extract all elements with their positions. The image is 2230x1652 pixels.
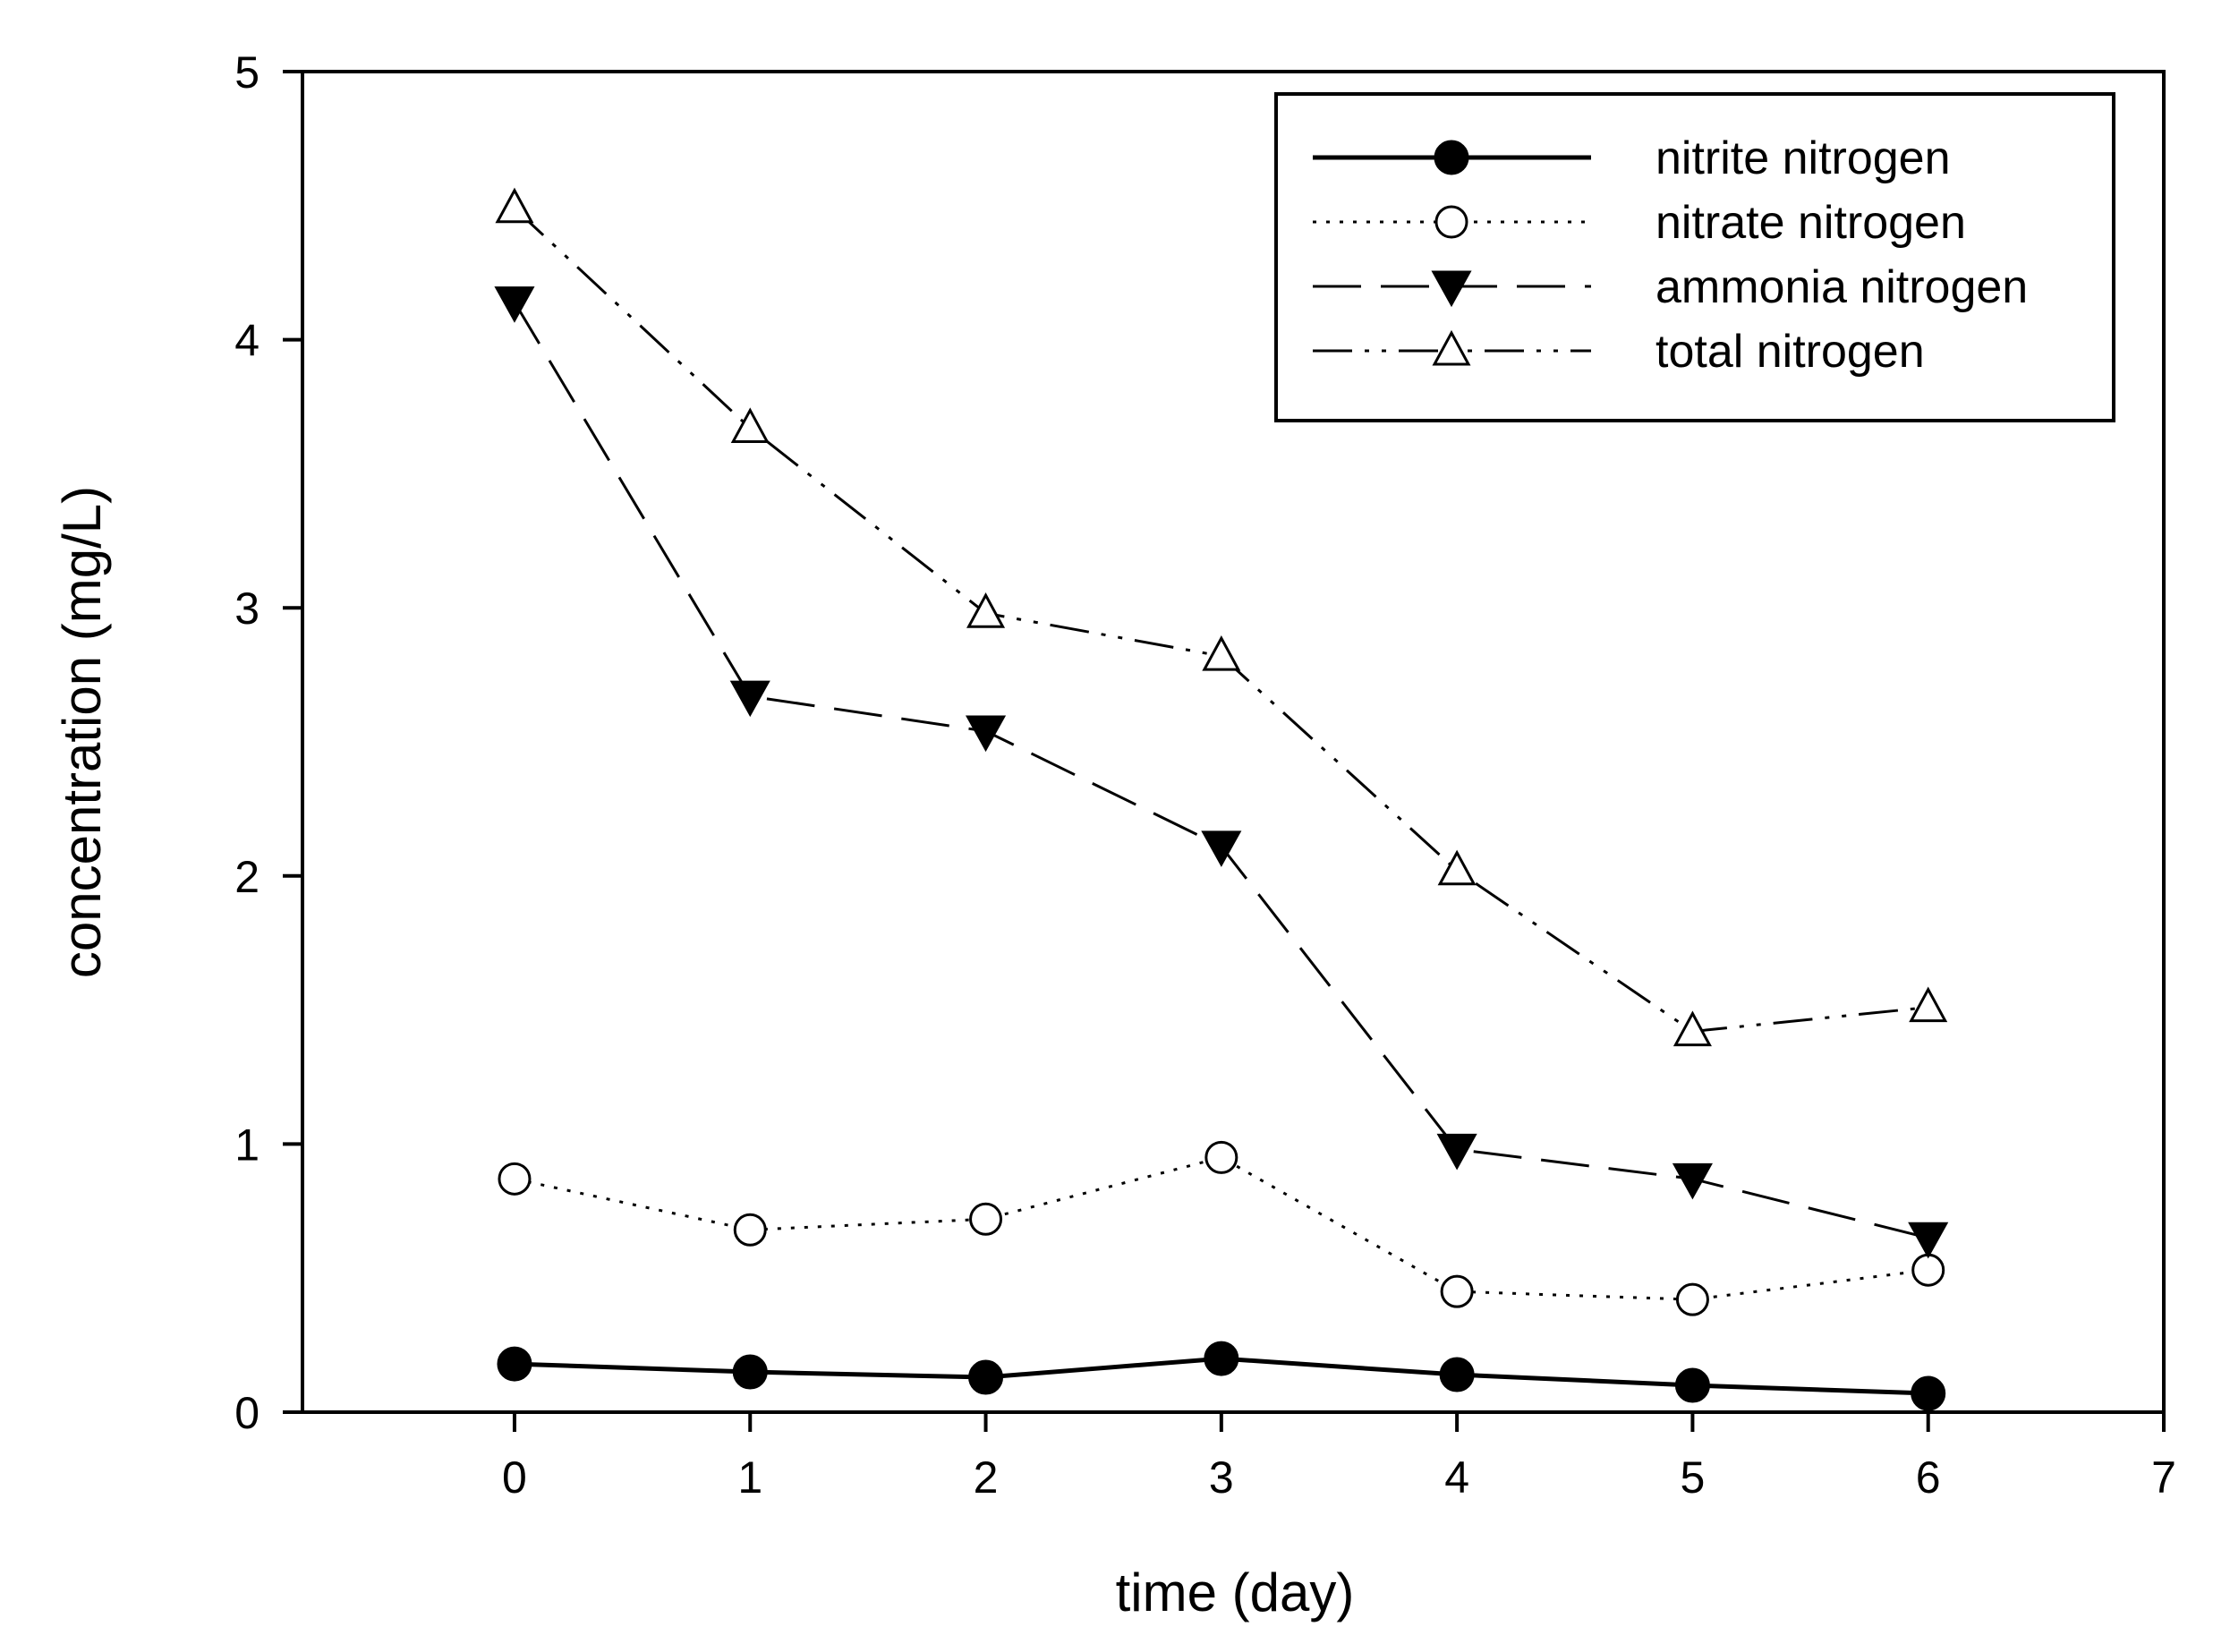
legend-label: ammonia nitrogen [1655, 261, 2028, 313]
ammonia-nitrogen-point [729, 680, 770, 718]
legend-item-nitrate-nitrogen: nitrate nitrogen [1313, 197, 1966, 249]
legend-item-ammonia-nitrogen: ammonia nitrogen [1313, 261, 2028, 313]
y-tick-label: 0 [234, 1388, 260, 1438]
nitrate-nitrogen-point [969, 1202, 1003, 1236]
legend-marker [1432, 329, 1471, 366]
total-nitrogen-point [730, 407, 770, 443]
y-tick-label: 5 [234, 47, 260, 98]
y-tick-label: 3 [234, 583, 260, 634]
plot-border [301, 70, 2166, 1414]
legend-label: nitrite nitrogen [1655, 132, 1951, 184]
total-nitrogen-point [495, 187, 534, 224]
x-axis-title: time (day) [1116, 1563, 1355, 1622]
series-total-nitrogen [495, 187, 1948, 1047]
nitrite-nitrogen-point [1204, 1341, 1239, 1376]
ammonia-nitrogen-point [1672, 1162, 1713, 1200]
total-nitrogen-point [1672, 1010, 1712, 1047]
nitrate-nitrogen-point [1440, 1274, 1474, 1308]
plot-frame [301, 70, 2166, 1414]
total-nitrogen-point [966, 592, 1006, 628]
x-tick-label: 2 [974, 1452, 999, 1503]
total-nitrogen-point [1909, 986, 1948, 1023]
axes: 0 1 2 3 4 5 6 7 0 1 2 3 4 5 [234, 47, 2176, 1503]
nitrate-nitrogen-point [1675, 1282, 1709, 1316]
series-ammonia-nitrogen [494, 286, 1949, 1259]
ammonia-nitrogen-point [1201, 830, 1242, 867]
nitrite-nitrogen-point [732, 1354, 768, 1390]
legend-item-nitrite-nitrogen: nitrite nitrogen [1313, 132, 1951, 184]
nitrite-nitrogen-point [968, 1359, 1004, 1395]
legend: nitrite nitrogen nitrate nitrogen ammonia … [1274, 92, 2115, 422]
nitrate-nitrogen-point [1204, 1140, 1238, 1174]
y-axis-title: concentration (mg/L) [52, 486, 112, 978]
x-tick-label: 1 [737, 1452, 762, 1503]
nitrate-nitrogen-point [498, 1162, 532, 1196]
legend-marker [1431, 270, 1472, 308]
ammonia-nitrogen-point [1436, 1133, 1477, 1171]
legend-marker [1434, 140, 1469, 175]
ammonia-nitrogen-point [965, 715, 1007, 753]
nitrate-nitrogen-point [1911, 1253, 1945, 1287]
series-layer [494, 187, 1949, 1411]
y-tick-label: 2 [234, 852, 260, 902]
ammonia-nitrogen-point [494, 286, 535, 323]
nitrite-nitrogen-point [497, 1346, 532, 1382]
x-tick-label: 0 [502, 1452, 527, 1503]
legend-box [1274, 92, 2115, 422]
x-tick-label: 6 [1916, 1452, 1941, 1503]
nitrite-nitrogen-point [1674, 1367, 1710, 1403]
nitrite-nitrogen-point [1911, 1375, 1946, 1411]
y-tick-label: 1 [234, 1120, 260, 1170]
y-tick-label: 4 [234, 316, 260, 366]
legend-item-total-nitrogen: total nitrogen [1313, 326, 1925, 378]
series-nitrite-nitrogen [497, 1341, 1946, 1411]
ammonia-nitrogen-point [1908, 1222, 1949, 1259]
x-tick-label: 7 [2151, 1452, 2176, 1503]
nitrate-nitrogen-point [733, 1213, 767, 1247]
x-tick-label: 3 [1209, 1452, 1234, 1503]
nitrite-nitrogen-point [1439, 1357, 1475, 1392]
legend-marker [1434, 205, 1468, 239]
total-nitrogen-point [1437, 849, 1477, 886]
legend-label: nitrate nitrogen [1655, 197, 1966, 249]
series-nitrate-nitrogen [498, 1140, 1945, 1316]
legend-label: total nitrogen [1655, 326, 1925, 378]
total-nitrogen-point [1202, 634, 1241, 671]
x-tick-label: 5 [1681, 1452, 1706, 1503]
x-tick-label: 4 [1444, 1452, 1469, 1503]
